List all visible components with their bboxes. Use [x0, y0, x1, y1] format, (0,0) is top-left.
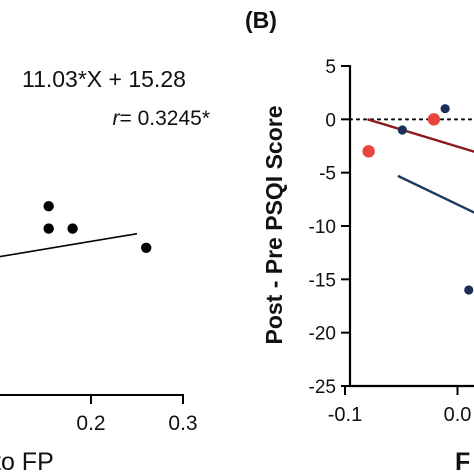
y-tick-label: -25 [309, 377, 336, 398]
panel-a-x-label: to FP [0, 448, 54, 474]
panel-b-y-tick-labels: 5 0 -5 -10 -15 -20 -25 [309, 57, 336, 398]
panel-a-r-number: = 0.3245* [119, 107, 210, 130]
panel-b-axes [341, 65, 474, 395]
data-point [43, 201, 54, 212]
y-tick-label: -10 [309, 217, 336, 238]
panel-b-y-label: Post - Pre PSQI Score [261, 105, 287, 344]
panel-a-x-axis [0, 394, 184, 404]
fit-line-series-2 [397, 174, 474, 214]
data-point-series-1 [362, 145, 375, 158]
data-point-series-2 [397, 125, 407, 135]
panel-b-label: (B) [245, 7, 277, 33]
panel-b-x-tick-labels: -0.1 0.0 [328, 404, 472, 426]
panel-b-points [362, 104, 474, 295]
data-point [67, 223, 78, 234]
x-tick-label: -0.1 [328, 404, 362, 426]
panel-a-chart: 11.03*X + 15.28 r= 0.3245* 0.2 0.3 to FP [0, 66, 210, 474]
data-point [43, 223, 54, 234]
panel-b-chart: (B) Post - Pre PSQI Score 5 0 -5 -10 -15 -20 -… [245, 7, 474, 474]
x-tick-label: 0.2 [76, 412, 105, 435]
data-point-series-1 [427, 113, 441, 126]
data-point-series-2 [440, 104, 450, 114]
data-point-series-2 [464, 285, 474, 295]
panel-a-equation: 11.03*X + 15.28 [22, 66, 186, 92]
y-tick-label: 0 [325, 110, 336, 131]
panel-a-fit-line [0, 232, 138, 258]
y-tick-label: -20 [309, 324, 336, 345]
x-tick-label: 0.3 [168, 412, 197, 435]
panel-b-fit-lines [367, 118, 474, 214]
data-point [141, 242, 152, 253]
x-tick-label: 0.0 [444, 404, 472, 426]
y-tick-label: -5 [319, 164, 336, 185]
panel-a-r-symbol: r [112, 107, 120, 130]
fit-line-series-1 [367, 118, 474, 153]
panel-a-x-tick-labels: 0.2 0.3 [76, 412, 197, 435]
panel-a-points [43, 201, 152, 253]
panel-b-x-label: F [455, 448, 470, 474]
fit-line [0, 232, 138, 258]
y-tick-label: 5 [325, 57, 336, 78]
panel-a-r-value: r= 0.3245* [112, 107, 210, 130]
y-tick-label: -15 [309, 270, 336, 291]
